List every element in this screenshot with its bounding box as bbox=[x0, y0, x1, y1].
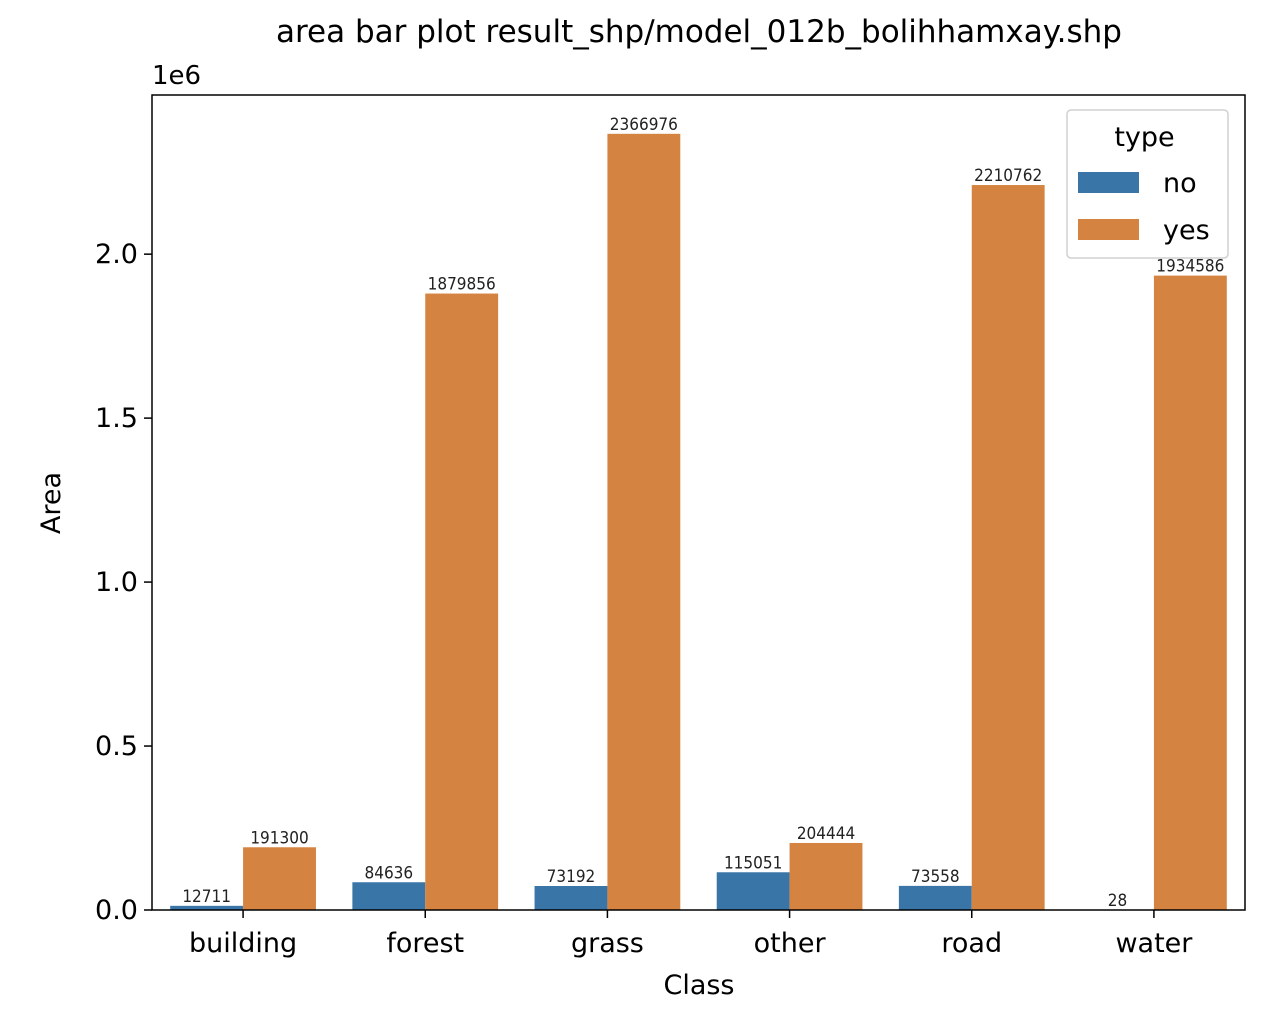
x-tick-label-water: water bbox=[1115, 928, 1193, 959]
chart-title: area bar plot result_shp/model_012b_boli… bbox=[276, 14, 1122, 50]
bar-yes-grass bbox=[607, 133, 681, 910]
x-tick-label-road: road bbox=[941, 928, 1002, 959]
data-labels-group: 12711 84636 73192 115051 73558 28 191300 187985… bbox=[182, 115, 1224, 911]
data-label-yes-grass: 2366976 bbox=[610, 115, 678, 135]
bar-yes-forest bbox=[425, 293, 499, 910]
bar-no-grass bbox=[534, 886, 608, 910]
data-label-yes-other: 204444 bbox=[797, 824, 855, 844]
data-label-no-water: 28 bbox=[1108, 891, 1127, 911]
y-axis-offset-label: 1e6 bbox=[152, 61, 201, 91]
bar-no-road bbox=[898, 885, 972, 910]
x-tick-label-building: building bbox=[189, 928, 297, 959]
bars-group bbox=[170, 133, 1227, 911]
y-tick-label: 1.0 bbox=[95, 567, 138, 598]
bar-yes-building bbox=[243, 847, 316, 910]
y-tick-label: 0.0 bbox=[95, 895, 138, 926]
bar-no-building bbox=[170, 905, 244, 910]
bar-yes-road bbox=[971, 185, 1045, 911]
legend-swatch-yes bbox=[1078, 219, 1139, 240]
data-label-no-building: 12711 bbox=[182, 887, 231, 907]
y-tick-label: 1.5 bbox=[95, 403, 138, 434]
data-label-yes-water: 1934586 bbox=[1156, 257, 1224, 277]
bar-yes-water bbox=[1153, 275, 1227, 911]
bar-no-forest bbox=[352, 882, 426, 910]
plot-frame bbox=[151, 94, 1246, 911]
x-tick-label-grass: grass bbox=[571, 928, 644, 959]
legend: type no yes bbox=[1066, 109, 1229, 259]
y-tick-label: 0.5 bbox=[95, 731, 138, 762]
legend-swatch-no bbox=[1078, 172, 1139, 193]
data-label-no-other: 115051 bbox=[724, 853, 782, 873]
y-tick-label: 2.0 bbox=[95, 239, 138, 270]
data-label-no-grass: 73192 bbox=[547, 867, 596, 887]
y-axis-label: Area bbox=[36, 472, 67, 534]
bar-yes-other bbox=[789, 842, 863, 910]
x-tick-label-other: other bbox=[754, 928, 827, 959]
x-axis-label: Class bbox=[663, 970, 734, 1001]
x-tick-label-forest: forest bbox=[386, 928, 464, 959]
legend-label-no: no bbox=[1163, 168, 1197, 199]
legend-label-yes: yes bbox=[1163, 215, 1210, 246]
data-label-no-forest: 84636 bbox=[364, 863, 413, 883]
data-label-no-road: 73558 bbox=[911, 867, 960, 887]
bar-no-other bbox=[716, 872, 790, 910]
y-axis: 0.0 0.5 1.0 1.5 2.0 bbox=[95, 239, 152, 926]
data-label-yes-forest: 1879856 bbox=[428, 275, 496, 295]
data-label-yes-building: 191300 bbox=[250, 828, 308, 848]
legend-title: type bbox=[1114, 122, 1174, 153]
x-axis: building forest grass other road water bbox=[189, 910, 1193, 959]
data-label-yes-road: 2210762 bbox=[974, 166, 1042, 186]
